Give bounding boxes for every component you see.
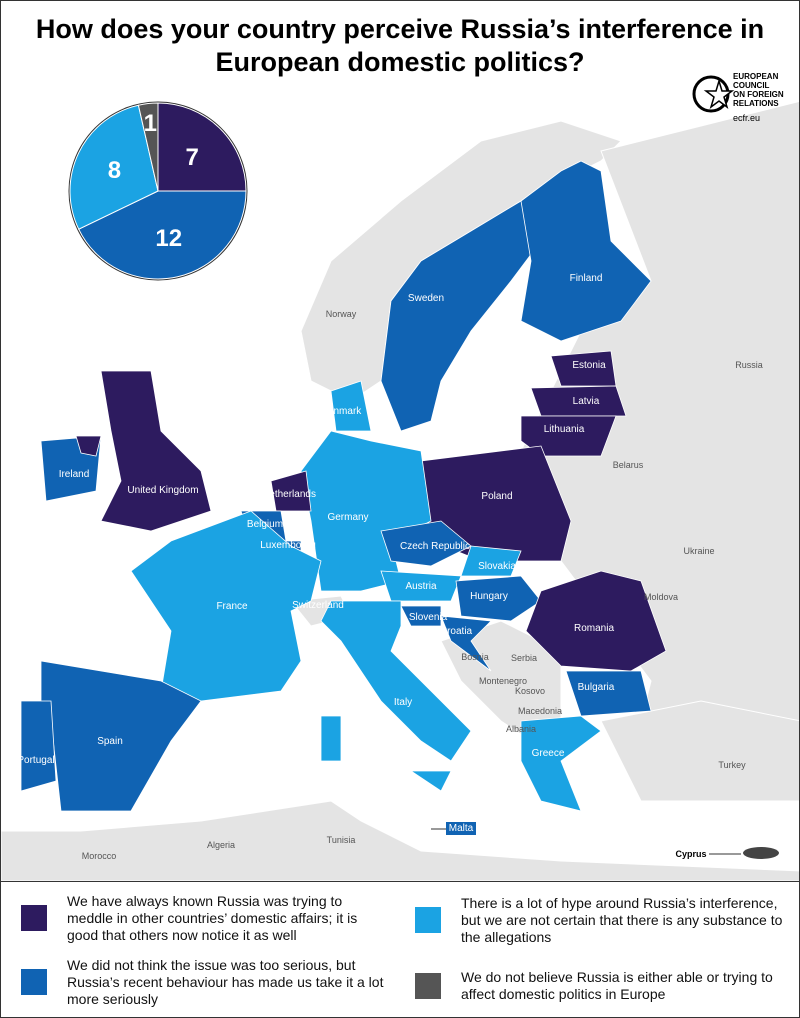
country-label: Portugal	[17, 755, 54, 766]
title: How does your country perceive Russia’s …	[35, 14, 765, 77]
pie-slice	[78, 190, 247, 280]
country-label: Czech Republic	[400, 541, 470, 552]
legend-swatch	[21, 905, 47, 931]
legend-text: We did not think the issue was too serio…	[67, 956, 384, 1007]
country-label: Switzerland	[292, 600, 344, 611]
slice-label: 8	[108, 157, 121, 184]
country-label: Belgium	[247, 519, 283, 530]
logo-line: RELATIONS	[733, 99, 779, 108]
country-label: Netherlands	[262, 489, 316, 500]
slice-label: 12	[155, 225, 182, 252]
country-label: Lithuania	[544, 424, 585, 435]
legend-text: There is a lot of hype around Russia’s i…	[461, 894, 783, 945]
country-label: Slovakia	[478, 561, 516, 572]
logo-line: EUROPEAN	[733, 72, 779, 81]
country-label: Turkey	[718, 760, 746, 770]
pie-chart: 7 12 81	[68, 101, 248, 281]
country-label: Croatia	[440, 626, 473, 637]
country-label: Hungary	[470, 591, 508, 602]
country-label: Austria	[405, 581, 437, 592]
legend-item: There is a lot of hype around Russia’s i…	[415, 892, 785, 948]
country-label: Estonia	[572, 360, 606, 371]
country-label: Romania	[574, 623, 614, 634]
country-label: Luxembourg	[260, 540, 316, 551]
legend-swatch	[21, 969, 47, 995]
slice-label: 7	[186, 144, 199, 171]
logo: EUROPEAN COUNCIL ON FOREIGN RELATIONS ecfr.…	[692, 72, 784, 123]
slice-label: 1	[144, 110, 157, 137]
country-label: France	[216, 601, 248, 612]
legend-swatch	[415, 973, 441, 999]
country-label: Kosovo	[515, 686, 545, 696]
country-label: Macedonia	[518, 706, 562, 716]
legend-swatch	[415, 907, 441, 933]
map-labels: Norway Sweden Finland Russia Estonia Latvia Li…	[17, 273, 762, 861]
pie-slice	[137, 102, 159, 192]
country-label: Morocco	[82, 851, 117, 861]
country-label: Montenegro	[479, 676, 527, 686]
logo-line: COUNCIL	[733, 81, 770, 90]
country-label: United Kingdom	[127, 485, 198, 496]
country-label: Serbia	[511, 653, 537, 663]
legend-item: We have always known Russia was trying t…	[21, 890, 391, 946]
countries	[20, 160, 779, 859]
legend-text: We have always known Russia was trying t…	[67, 892, 358, 943]
country-label: Denmark	[321, 406, 363, 417]
country-label: Malta	[449, 823, 474, 834]
country-label: Russia	[735, 360, 763, 370]
country-label: Ukraine	[683, 546, 714, 556]
legend: We have always known Russia was trying t…	[1, 881, 799, 1017]
country-label: Italy	[394, 697, 412, 708]
country-label: Belarus	[613, 460, 644, 470]
logo-text: EUROPEAN COUNCIL ON FOREIGN RELATIONS	[733, 72, 784, 108]
country-label: Germany	[327, 512, 368, 523]
country-label: Ireland	[59, 469, 90, 480]
logo-url: ecfr.eu	[733, 113, 760, 123]
country-label: Finland	[570, 273, 603, 284]
country-label: Sweden	[408, 293, 444, 304]
pie-slice	[157, 102, 247, 192]
country-label: Latvia	[573, 396, 600, 407]
country-label: Norway	[326, 309, 357, 319]
country-label: Algeria	[207, 840, 235, 850]
legend-item: We do not believe Russia is either able …	[415, 958, 785, 1014]
country-label: Tunisia	[327, 835, 356, 845]
country-label: Cyprus	[675, 849, 706, 859]
legend-text: We do not believe Russia is either able …	[461, 969, 773, 1002]
country-label: Albania	[506, 724, 536, 734]
country-label: Spain	[97, 736, 123, 747]
pie-slice	[69, 104, 159, 230]
logo-line: ON FOREIGN	[733, 90, 784, 99]
country-label: Bosnia	[461, 652, 489, 662]
country-label: Bulgaria	[578, 682, 615, 693]
country-label: Moldova	[644, 592, 678, 602]
country-label: Greece	[532, 748, 565, 759]
legend-item: We did not think the issue was too serio…	[21, 954, 391, 1010]
country-label: Poland	[481, 491, 512, 502]
country-label: Slovenia	[409, 612, 448, 623]
